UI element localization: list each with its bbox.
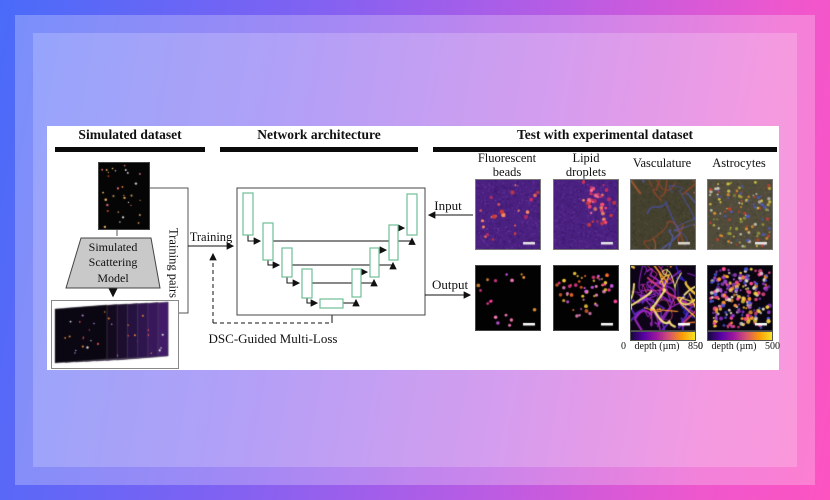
- unet-block-enc1: [242, 192, 254, 236]
- simulated-stack-image: [52, 301, 176, 366]
- unet-block-enc4: [301, 268, 313, 299]
- column-label-astrocytes: Astrocytes: [712, 156, 766, 170]
- lipid-droplets-output-image: [553, 265, 619, 331]
- unet-blocks: [242, 192, 418, 309]
- section-bar-simulated: [55, 147, 205, 152]
- column-label-lipid-droplets: Lipid droplets: [565, 151, 607, 179]
- scattering-model-label: Simulated Scattering Model: [88, 239, 138, 285]
- unet-block-dec1: [406, 193, 418, 236]
- fluorescent-beads-output-image: [475, 265, 541, 331]
- simulated-dataset-image: [98, 162, 150, 230]
- section-title-network: Network architecture: [257, 127, 381, 142]
- astrocytes-input-image: [707, 179, 773, 250]
- unet-block-enc2: [262, 222, 274, 261]
- fluorescent-beads-input-image: [475, 179, 541, 250]
- figure-panel: Simulated dataset Network architecture T…: [47, 126, 780, 370]
- astrocytes-output-image: [707, 265, 773, 331]
- unet-block-dec3: [369, 247, 380, 278]
- depth-colorbar-vasculature: [630, 331, 696, 341]
- training-label: Training: [189, 230, 233, 244]
- depth-scale-label-vasculature: 0 depth (µm) 850: [621, 341, 703, 352]
- unet-block-dec4: [351, 268, 362, 298]
- output-row-label: Output: [431, 277, 469, 292]
- vasculature-output-image: [630, 265, 696, 331]
- column-label-fluorescent-beads: Fluorescent beads: [477, 151, 537, 179]
- column-label-vasculature: Vasculature: [632, 156, 692, 170]
- depth-colorbar-astrocytes: [707, 331, 773, 341]
- section-bar-test: [433, 147, 777, 152]
- scattering-model-shape: [65, 237, 161, 289]
- lipid-droplets-input-image: [553, 179, 619, 250]
- section-bar-network: [220, 147, 418, 152]
- input-row-label: Input: [434, 198, 462, 213]
- vasculature-input-image: [630, 179, 696, 250]
- flow-diagram-connectors: [65, 187, 473, 324]
- depth-scale-label-astrocytes: 0 depth (µm) 500: [698, 341, 780, 352]
- training-pairs-label: Training pairs: [166, 227, 181, 299]
- section-title-simulated: Simulated dataset: [78, 127, 182, 142]
- unet-block-bottleneck: [319, 298, 344, 309]
- unet-block-enc3: [281, 247, 293, 278]
- unet-block-dec2: [388, 224, 399, 261]
- section-title-test: Test with experimental dataset: [516, 127, 694, 142]
- loss-label: DSC-Guided Multi-Loss: [208, 331, 338, 346]
